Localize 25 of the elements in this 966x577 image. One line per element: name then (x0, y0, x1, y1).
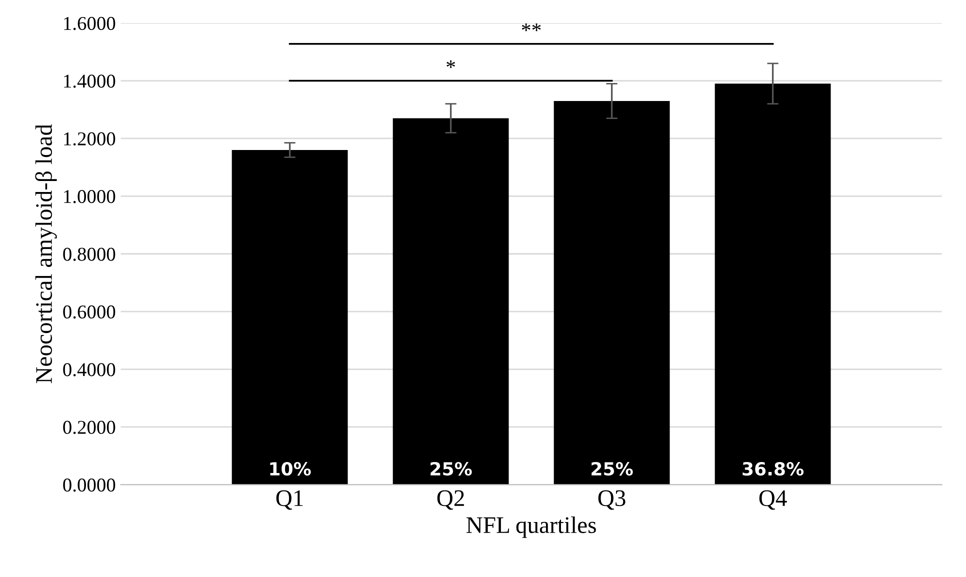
annotation: * (446, 60, 456, 68)
y-axis-title: Neocortical amyloid-β load (35, 124, 57, 384)
y-tick-label: 1.6000 (64, 16, 116, 30)
x-tick-label: Q1 (276, 490, 303, 510)
y-tick-label: 1.0000 (64, 190, 116, 204)
bar (714, 84, 831, 485)
bar (554, 100, 670, 485)
y-tick-label: 0.6000 (63, 305, 116, 319)
y-tick-label: 0.0000 (63, 478, 116, 492)
x-tick-label: Q4 (759, 490, 787, 510)
y-tick-label: 1.4000 (64, 74, 116, 88)
annotation: 36.8% (742, 462, 804, 476)
annotation: ** (522, 23, 541, 32)
annotation: 25% (430, 462, 472, 476)
annotation: 25% (592, 462, 633, 476)
bar (392, 118, 509, 485)
annotation: 10% (270, 462, 311, 476)
y-tick-label: 0.8000 (63, 248, 116, 261)
x-tick-label: Q2 (437, 490, 464, 510)
y-tick-label: 0.2000 (63, 420, 116, 434)
x-axis-title: NFL quartiles (466, 516, 596, 538)
y-tick-label: 0.4000 (63, 363, 116, 376)
y-tick-label: 1.2000 (64, 132, 116, 146)
x-tick-label: Q3 (598, 490, 626, 510)
bar (232, 150, 348, 485)
